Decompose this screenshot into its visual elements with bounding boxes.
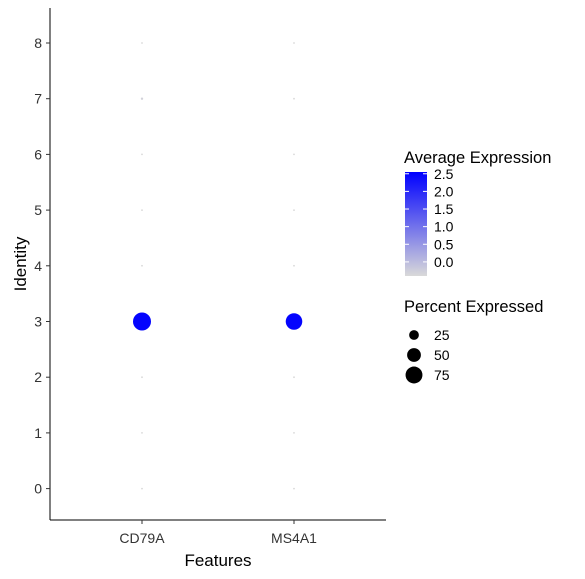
data-point: [141, 264, 143, 267]
size-legend-dot: [407, 348, 421, 362]
color-legend-tick-label: 2.5: [434, 166, 454, 182]
data-point: [133, 312, 151, 331]
color-legend-tick-label: 0.5: [434, 236, 454, 252]
x-axis-ticks: CD79A MS4A1: [119, 520, 317, 546]
y-axis-title: Identity: [11, 236, 30, 291]
size-legend-label: 25: [434, 327, 450, 343]
y-tick-label: 5: [34, 202, 42, 218]
data-point: [293, 376, 295, 379]
size-legend-dot: [409, 330, 419, 340]
y-tick-label: 0: [34, 481, 42, 497]
size-legend-dot: [405, 366, 423, 384]
size-legend-title: Percent Expressed: [404, 298, 543, 316]
data-point: [285, 313, 303, 330]
color-legend-bar: [405, 172, 427, 276]
data-point: [293, 264, 295, 267]
data-point: [141, 153, 143, 156]
data-point: [141, 432, 143, 434]
size-legend-label: 75: [434, 367, 450, 383]
data-point: [293, 487, 295, 490]
color-legend-ticks: 2.52.0 1.5 1.00.5 0.0: [405, 166, 454, 270]
data-point: [293, 432, 295, 434]
size-legend-label: 50: [434, 347, 450, 363]
y-tick-label: 6: [34, 146, 42, 162]
color-legend-title: Average Expression: [404, 149, 551, 167]
y-tick-label: 7: [34, 91, 42, 107]
data-point: [141, 487, 143, 490]
color-legend-tick-label: 2.0: [434, 183, 454, 199]
y-tick-label: 3: [34, 314, 42, 330]
data-point: [293, 42, 295, 44]
color-legend-tick-label: 1.0: [434, 219, 454, 235]
data-point: [140, 97, 144, 100]
color-legend-tick-label: 0.0: [434, 254, 454, 270]
y-tick-label: 4: [34, 258, 42, 274]
data-point: [293, 97, 295, 100]
data-point: [293, 153, 295, 156]
y-tick-label: 8: [34, 35, 42, 51]
x-tick-label: MS4A1: [271, 530, 317, 546]
x-tick-label: CD79A: [119, 530, 165, 546]
data-point: [293, 209, 295, 212]
size-legend-items: 25 50 75: [405, 327, 450, 384]
data-point: [141, 209, 143, 212]
data-point: [141, 376, 143, 379]
data-point: [141, 42, 143, 44]
data-points: [133, 42, 303, 490]
y-axis-ticks: 0 1 2 3 4 5 6 7 8: [34, 35, 50, 497]
y-tick-label: 2: [34, 369, 42, 385]
x-axis-title: Features: [184, 551, 251, 570]
y-tick-label: 1: [34, 425, 42, 441]
color-legend-tick-label: 1.5: [434, 201, 454, 217]
